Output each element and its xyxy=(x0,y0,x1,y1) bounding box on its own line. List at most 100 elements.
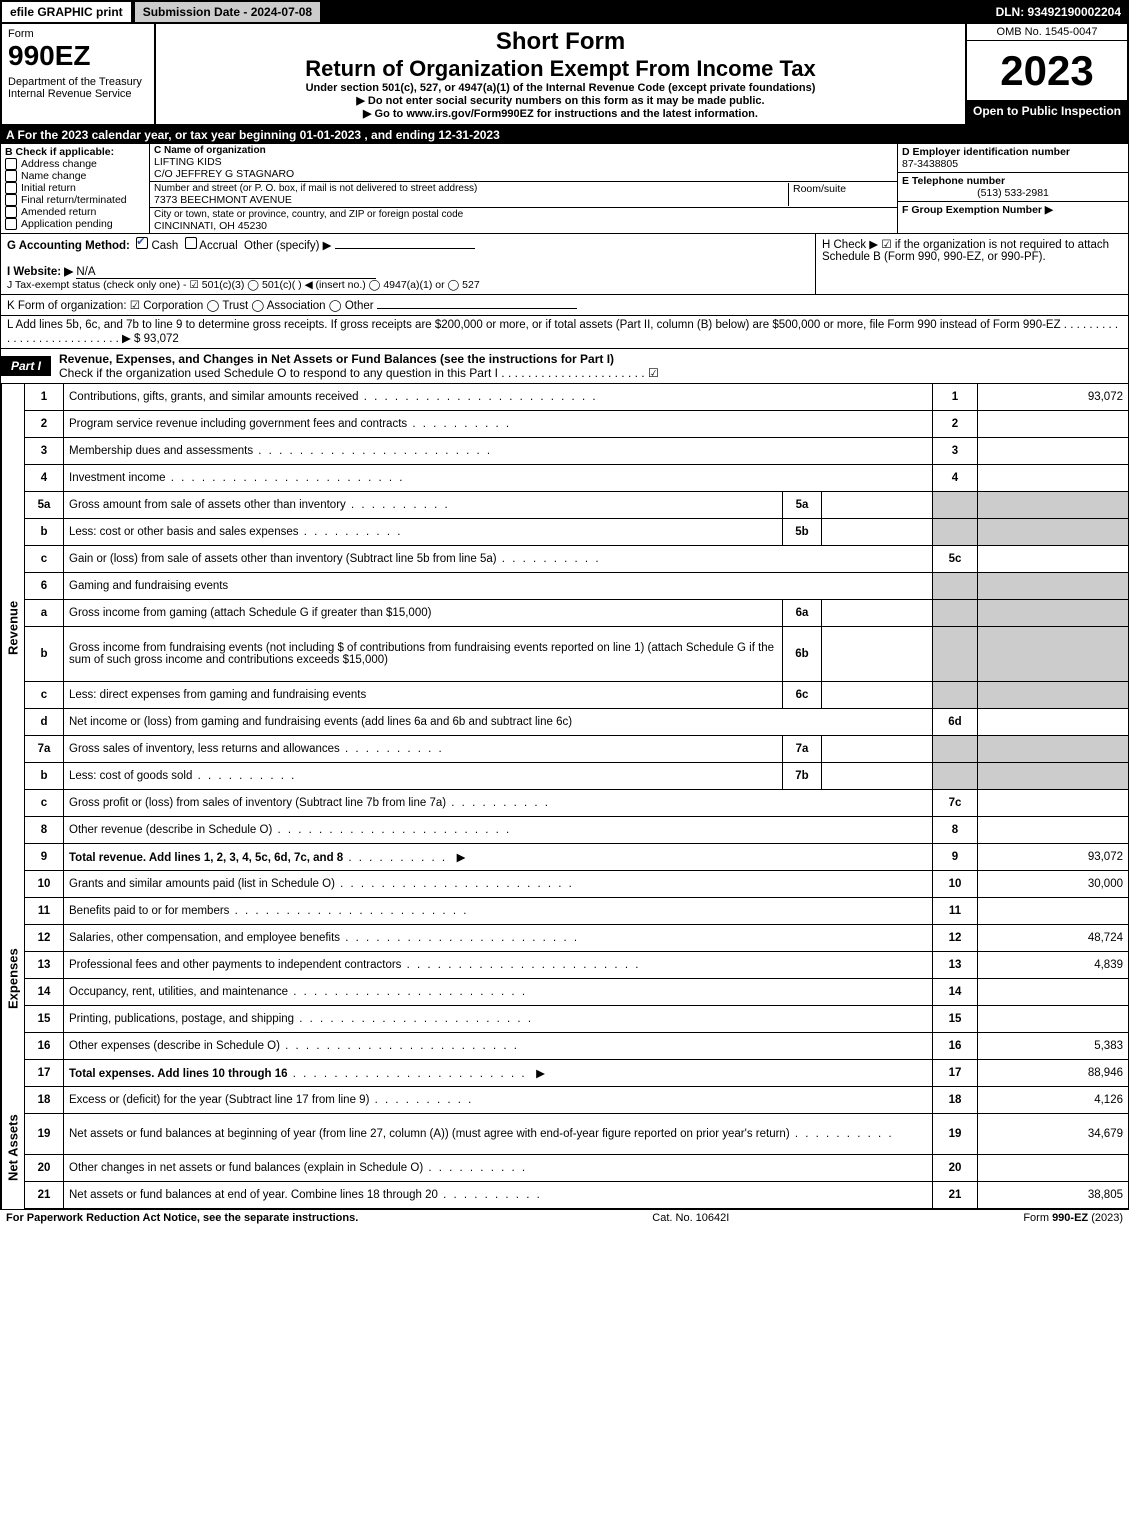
revenue-table: 1Contributions, gifts, grants, and simil… xyxy=(24,384,1129,871)
revenue-section: Revenue 1Contributions, gifts, grants, a… xyxy=(0,384,1129,871)
part1-header: Part I Revenue, Expenses, and Changes in… xyxy=(0,349,1129,384)
e-label: E Telephone number xyxy=(902,175,1124,187)
form-number: 990EZ xyxy=(8,40,148,72)
row-a-calendar-year: A For the 2023 calendar year, or tax yea… xyxy=(0,126,1129,144)
netassets-table: 18Excess or (deficit) for the year (Subt… xyxy=(24,1087,1129,1209)
revenue-label: Revenue xyxy=(1,384,24,871)
c-street-block: Number and street (or P. O. box, if mail… xyxy=(150,182,897,208)
column-c: C Name of organization LIFTING KIDS C/O … xyxy=(150,144,897,233)
expenses-label: Expenses xyxy=(1,871,24,1087)
netassets-label: Net Assets xyxy=(1,1087,24,1209)
c-name2: C/O JEFFREY G STAGNARO xyxy=(154,168,893,180)
row-l: L Add lines 5b, 6c, and 7b to line 9 to … xyxy=(0,316,1129,349)
c-room-label: Room/suite xyxy=(788,183,893,206)
efile-print-label[interactable]: efile GRAPHIC print xyxy=(0,0,133,24)
row-k: K Form of organization: ☑ Corporation ◯ … xyxy=(0,295,1129,316)
line-11: 11Benefits paid to or for members11 xyxy=(25,898,1129,925)
line-6b: bGross income from fundraising events (n… xyxy=(25,627,1129,682)
i-label: I Website: ▶ xyxy=(7,266,73,278)
chk-cash[interactable] xyxy=(136,237,148,249)
line-1: 1Contributions, gifts, grants, and simil… xyxy=(25,384,1129,411)
part1-subtitle: Check if the organization used Schedule … xyxy=(59,366,659,380)
line-5c: cGain or (loss) from sale of assets othe… xyxy=(25,546,1129,573)
topbar-spacer xyxy=(322,0,987,24)
e-block: E Telephone number (513) 533-2981 xyxy=(898,173,1128,202)
form-label: Form xyxy=(8,28,148,40)
netassets-section: Net Assets 18Excess or (deficit) for the… xyxy=(0,1087,1129,1209)
directive-1: ▶ Do not enter social security numbers o… xyxy=(162,94,959,107)
column-b: B Check if applicable: Address change Na… xyxy=(1,144,150,233)
c-street: 7373 BEECHMONT AVENUE xyxy=(154,194,788,206)
d-label: D Employer identification number xyxy=(902,146,1124,158)
return-title: Return of Organization Exempt From Incom… xyxy=(162,56,959,82)
d-block: D Employer identification number 87-3438… xyxy=(898,144,1128,173)
c-name-block: C Name of organization LIFTING KIDS C/O … xyxy=(150,144,897,182)
chk-amended-return[interactable]: Amended return xyxy=(5,206,145,218)
line-7c: cGross profit or (loss) from sales of in… xyxy=(25,790,1129,817)
line-3: 3Membership dues and assessments3 xyxy=(25,438,1129,465)
footer-left: For Paperwork Reduction Act Notice, see … xyxy=(6,1212,358,1224)
header-center: Short Form Return of Organization Exempt… xyxy=(156,24,965,124)
row-g-h: G Accounting Method: Cash Accrual Other … xyxy=(0,234,1129,295)
line-16: 16Other expenses (describe in Schedule O… xyxy=(25,1033,1129,1060)
header-right: OMB No. 1545-0047 2023 Open to Public In… xyxy=(965,24,1127,124)
line-14: 14Occupancy, rent, utilities, and mainte… xyxy=(25,979,1129,1006)
line-7a: 7aGross sales of inventory, less returns… xyxy=(25,736,1129,763)
tax-year: 2023 xyxy=(967,41,1127,100)
c-name1: LIFTING KIDS xyxy=(154,156,893,168)
form-header: Form 990EZ Department of the Treasury In… xyxy=(0,24,1129,126)
c-city: CINCINNATI, OH 45230 xyxy=(154,220,893,232)
f-label: F Group Exemption Number ▶ xyxy=(902,204,1053,216)
line-2: 2Program service revenue including gover… xyxy=(25,411,1129,438)
h-text: H Check ▶ ☑ if the organization is not r… xyxy=(822,239,1109,263)
line-10: 10Grants and similar amounts paid (list … xyxy=(25,871,1129,898)
line-15: 15Printing, publications, postage, and s… xyxy=(25,1006,1129,1033)
line-5a: 5aGross amount from sale of assets other… xyxy=(25,492,1129,519)
submission-date: Submission Date - 2024-07-08 xyxy=(133,0,322,24)
short-form-title: Short Form xyxy=(162,28,959,56)
open-to-public: Open to Public Inspection xyxy=(967,100,1127,124)
c-street-label: Number and street (or P. O. box, if mail… xyxy=(154,183,788,194)
c-name-label: C Name of organization xyxy=(154,145,893,156)
line-13: 13Professional fees and other payments t… xyxy=(25,952,1129,979)
dept-label: Department of the Treasury Internal Reve… xyxy=(8,76,148,100)
c-city-block: City or town, state or province, country… xyxy=(150,208,897,233)
chk-initial-return[interactable]: Initial return xyxy=(5,182,145,194)
line-7b: bLess: cost of goods sold7b xyxy=(25,763,1129,790)
page-footer: For Paperwork Reduction Act Notice, see … xyxy=(0,1209,1129,1226)
chk-final-return[interactable]: Final return/terminated xyxy=(5,194,145,206)
line-4: 4Investment income4 xyxy=(25,465,1129,492)
line-18: 18Excess or (deficit) for the year (Subt… xyxy=(25,1087,1129,1114)
footer-center: Cat. No. 10642I xyxy=(652,1212,729,1224)
header-left: Form 990EZ Department of the Treasury In… xyxy=(2,24,156,124)
line-8: 8Other revenue (describe in Schedule O)8 xyxy=(25,817,1129,844)
chk-address-change[interactable]: Address change xyxy=(5,158,145,170)
line-5b: bLess: cost or other basis and sales exp… xyxy=(25,519,1129,546)
f-block: F Group Exemption Number ▶ xyxy=(898,202,1128,233)
chk-name-change[interactable]: Name change xyxy=(5,170,145,182)
line-6: 6Gaming and fundraising events xyxy=(25,573,1129,600)
c-city-label: City or town, state or province, country… xyxy=(154,209,893,220)
j-text: J Tax-exempt status (check only one) - ☑… xyxy=(7,279,480,291)
h-block: H Check ▶ ☑ if the organization is not r… xyxy=(815,234,1128,294)
footer-right: Form 990-EZ (2023) xyxy=(1023,1212,1123,1224)
g-block: G Accounting Method: Cash Accrual Other … xyxy=(1,234,815,294)
e-value: (513) 533-2981 xyxy=(902,187,1124,199)
line-9: 9Total revenue. Add lines 1, 2, 3, 4, 5c… xyxy=(25,844,1129,871)
omb-number: OMB No. 1545-0047 xyxy=(967,24,1127,41)
under-section: Under section 501(c), 527, or 4947(a)(1)… xyxy=(162,82,959,94)
directive-2-text: ▶ Go to www.irs.gov/Form990EZ for instru… xyxy=(363,108,758,120)
part1-title: Revenue, Expenses, and Changes in Net As… xyxy=(51,349,1128,383)
line-17: 17Total expenses. Add lines 10 through 1… xyxy=(25,1060,1129,1087)
chk-application-pending[interactable]: Application pending xyxy=(5,218,145,230)
directive-2: ▶ Go to www.irs.gov/Form990EZ for instru… xyxy=(162,107,959,120)
line-6d: dNet income or (loss) from gaming and fu… xyxy=(25,709,1129,736)
line-12: 12Salaries, other compensation, and empl… xyxy=(25,925,1129,952)
chk-accrual[interactable] xyxy=(185,237,197,249)
b-label: B Check if applicable: xyxy=(5,146,145,158)
expenses-section: Expenses 10Grants and similar amounts pa… xyxy=(0,871,1129,1087)
line-6c: cLess: direct expenses from gaming and f… xyxy=(25,682,1129,709)
line-20: 20Other changes in net assets or fund ba… xyxy=(25,1155,1129,1182)
block-bcdef: B Check if applicable: Address change Na… xyxy=(0,144,1129,234)
line-19: 19Net assets or fund balances at beginni… xyxy=(25,1114,1129,1155)
